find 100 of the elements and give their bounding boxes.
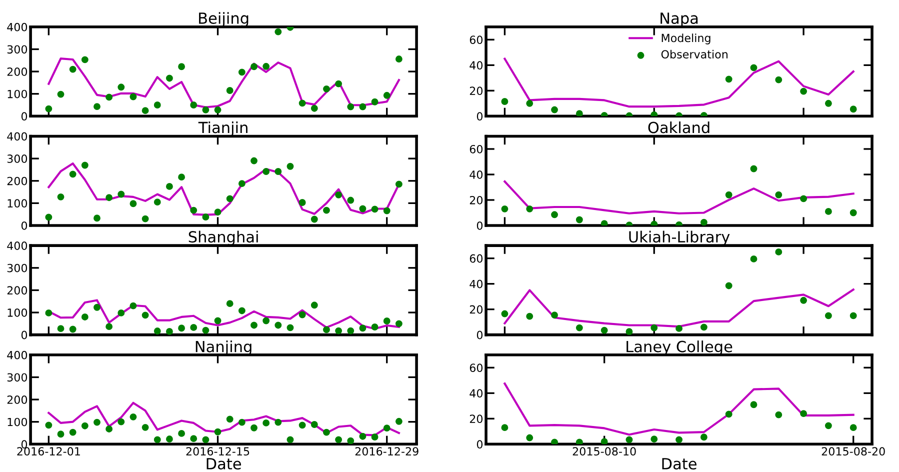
y-tick-label: 200 [7,176,28,186]
point [118,84,125,91]
point [166,74,173,82]
y-tick-label: 40 [470,389,483,398]
line-series [504,382,854,436]
point [323,85,330,92]
point [94,103,100,110]
point [214,208,222,216]
point [298,100,306,107]
y-tick-label: 400 [7,132,28,141]
point [142,215,149,222]
point [166,182,173,190]
point [383,424,390,432]
legend-label: Modeling [662,34,710,44]
point [226,87,234,94]
y-tick-label: 0 [476,440,483,449]
x-axis-title: Date [206,458,242,470]
point [359,103,366,110]
y-tick-label: 200 [7,286,28,295]
point [395,320,402,328]
point [600,438,608,444]
y-tick-label: 20 [470,86,483,96]
point [250,424,258,432]
point [526,100,534,107]
point [600,220,608,226]
point [250,63,258,70]
point [45,214,52,221]
point [395,180,402,188]
legend-label: Observation [661,50,728,58]
point [800,195,808,202]
point [238,418,246,426]
point [310,104,318,112]
point [142,107,149,114]
point [262,62,270,70]
point [576,216,583,224]
point [725,410,732,418]
y-tick-label: 200 [7,396,28,404]
point [526,312,534,320]
point [190,206,198,214]
point [383,207,390,214]
point [81,313,88,320]
point [154,436,161,444]
point [347,103,354,110]
point [298,199,306,206]
y-tick-label: 100 [8,418,28,426]
x-axis-title: Date [662,458,696,470]
point [576,324,583,332]
y-tick-label: 100 [8,199,28,208]
point [106,94,113,101]
point [383,318,390,324]
point [262,168,270,175]
point [57,90,64,98]
point [298,422,306,429]
y-tick-label: 20 [470,414,483,424]
point [106,194,113,202]
y-tick-label: 400 [7,350,28,360]
point [81,162,88,169]
point [214,317,222,324]
x-tick-label: 2016-12-01 [17,447,80,456]
point [323,428,330,436]
point [347,437,354,444]
point [178,324,186,332]
point [69,66,76,73]
point [274,168,282,175]
point [501,424,508,432]
point [775,76,782,84]
point [118,418,125,426]
point [202,436,210,444]
point [650,436,658,443]
point [57,193,64,200]
y-tick-label: 40 [470,280,483,288]
point [335,191,342,198]
point [626,328,633,335]
point [775,248,782,256]
point [750,401,758,408]
point [725,282,732,290]
point [262,317,270,324]
point [226,195,234,202]
point [371,206,378,213]
point [69,326,76,333]
point [526,434,534,442]
point [323,206,330,214]
point [142,312,149,319]
point [226,416,234,423]
point [57,325,64,332]
point [118,309,125,316]
point [700,324,708,331]
point [725,76,732,83]
point [94,304,100,311]
point [676,436,683,444]
point [347,196,354,204]
y-tick-label: 60 [470,254,483,263]
y-tick-label: 0 [476,221,483,230]
point [501,205,508,212]
point [250,322,258,329]
point [130,413,137,420]
point [775,191,782,198]
y-tick-label: 400 [7,22,28,32]
point [69,428,76,436]
point [850,312,857,320]
